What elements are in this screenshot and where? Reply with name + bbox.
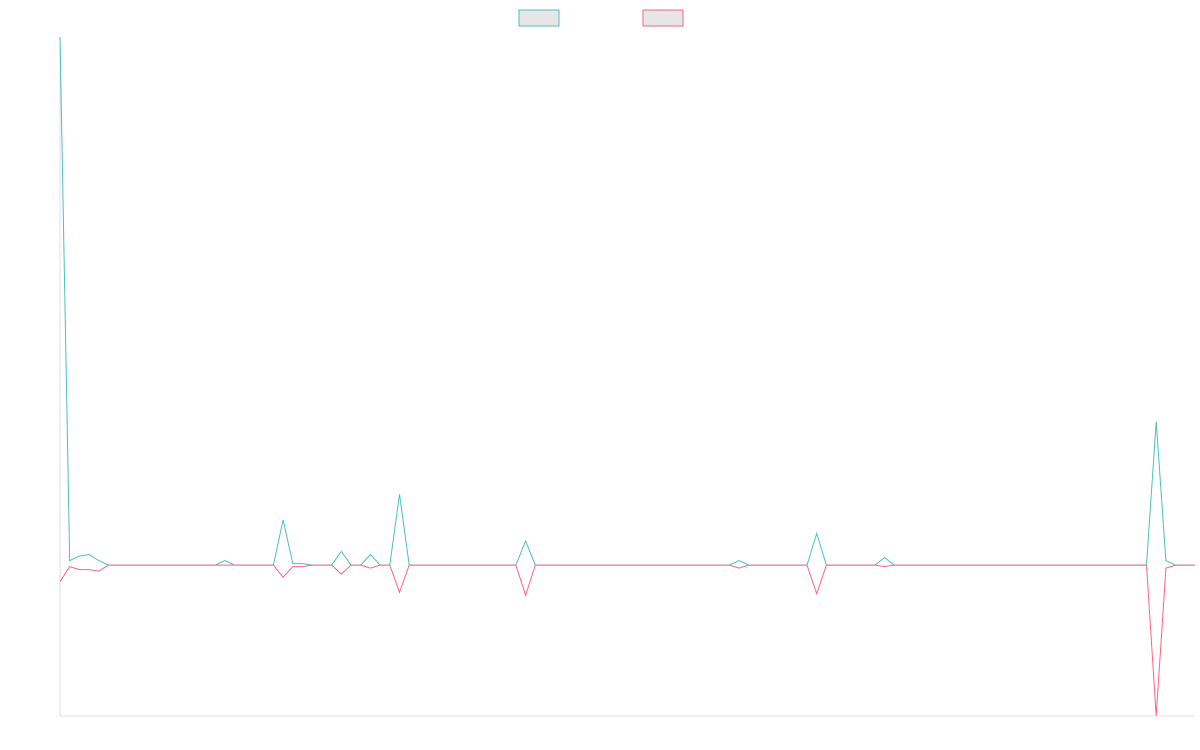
data-line bbox=[59, 564, 1195, 717]
legend-swatch[interactable] bbox=[642, 9, 684, 27]
legend-swatch[interactable] bbox=[518, 9, 560, 27]
data-line bbox=[59, 36, 1195, 566]
